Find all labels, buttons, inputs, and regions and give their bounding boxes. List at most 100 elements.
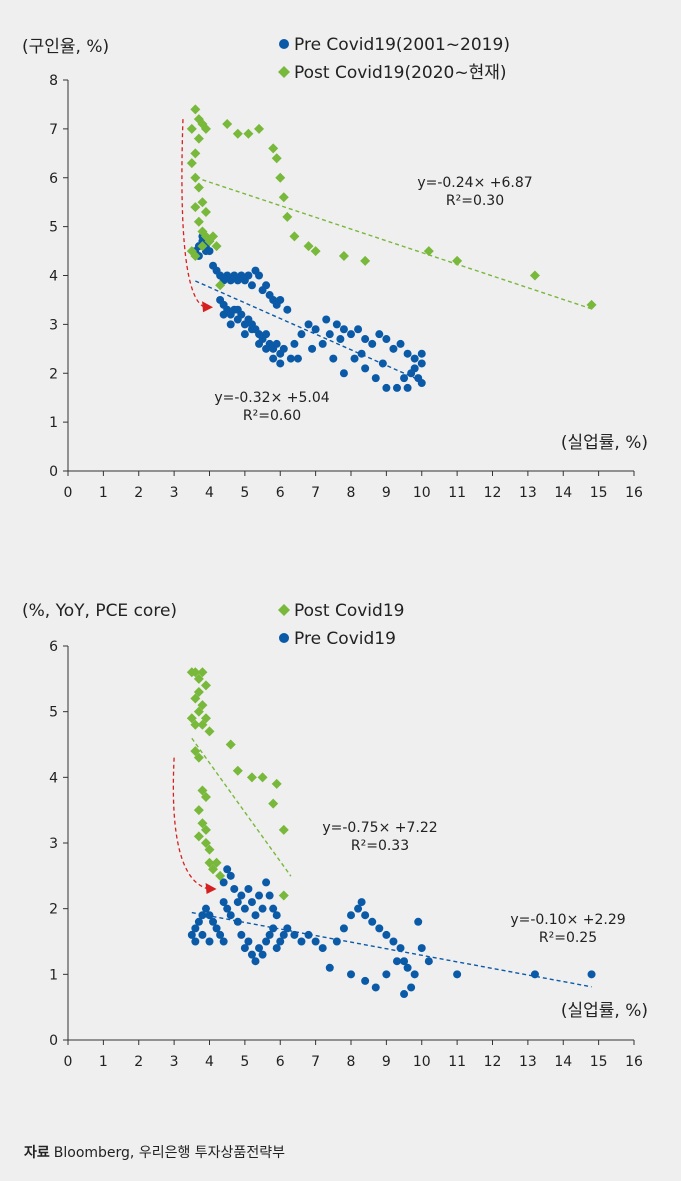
data-point-post <box>289 231 300 242</box>
data-point-pre <box>368 339 377 348</box>
y-tick-label: 0 <box>49 1033 58 1049</box>
data-point-pre <box>269 354 278 363</box>
data-point-pre <box>530 970 539 979</box>
x-tick-label: 1 <box>99 485 108 501</box>
data-point-post <box>257 772 268 783</box>
data-point-pre <box>226 871 235 880</box>
data-point-pre <box>251 957 260 966</box>
data-point-pre <box>382 383 391 392</box>
data-point-pre <box>247 950 256 959</box>
data-point-post <box>222 118 233 129</box>
data-point-pre <box>417 359 426 368</box>
data-point-pre <box>262 937 271 946</box>
data-point-pre <box>244 937 253 946</box>
data-point-pre <box>265 930 274 939</box>
data-point-pre <box>403 349 412 358</box>
data-point-pre <box>265 891 274 900</box>
x-tick-label: 16 <box>625 1054 643 1070</box>
y-tick-label: 4 <box>49 269 58 285</box>
data-point-pre <box>410 364 419 373</box>
data-point-pre <box>304 320 313 329</box>
data-point-pre <box>424 957 433 966</box>
data-point-pre <box>339 924 348 933</box>
data-point-post <box>225 739 236 750</box>
data-point-post <box>190 719 201 730</box>
y-tick-label: 0 <box>49 464 58 480</box>
data-point-post <box>197 719 208 730</box>
trend-arrow-head <box>202 301 214 313</box>
data-point-post <box>232 765 243 776</box>
data-point-pre <box>325 330 334 339</box>
data-point-pre <box>396 944 405 953</box>
data-point-pre <box>226 911 235 920</box>
source-label: 자료 <box>24 1145 50 1161</box>
data-point-pre <box>286 354 295 363</box>
data-point-pre <box>400 990 409 999</box>
data-point-post <box>204 857 215 868</box>
data-point-pre <box>336 335 345 344</box>
data-point-post <box>278 824 289 835</box>
x-tick-label: 0 <box>64 485 73 501</box>
trendline <box>195 280 423 382</box>
data-point-pre <box>262 281 271 290</box>
data-point-pre <box>233 305 242 314</box>
data-point-pre <box>276 937 285 946</box>
y-tick-label: 3 <box>49 317 58 333</box>
trendline <box>191 911 592 988</box>
data-point-pre <box>325 963 334 972</box>
data-point-pre <box>258 950 267 959</box>
data-point-pre <box>237 930 246 939</box>
data-point-post <box>215 280 226 291</box>
data-point-pre <box>255 339 264 348</box>
data-point-pre <box>400 957 409 966</box>
data-point-post <box>215 870 226 881</box>
data-point-pre <box>205 247 214 256</box>
data-point-post <box>452 255 463 266</box>
x-tick-label: 8 <box>347 485 356 501</box>
data-point-pre <box>347 330 355 339</box>
x-tick-label: 7 <box>311 485 320 501</box>
legend-label: Post Covid19 <box>294 601 404 621</box>
x-tick-label: 9 <box>382 1054 391 1070</box>
data-point-pre <box>244 884 253 893</box>
data-point-pre <box>382 930 391 939</box>
data-point-post <box>193 706 204 717</box>
data-point-post <box>232 128 243 139</box>
data-point-pre <box>311 937 320 946</box>
data-point-post <box>423 246 434 257</box>
data-point-pre <box>279 344 288 353</box>
data-point-pre <box>382 335 391 344</box>
trendline <box>191 737 292 877</box>
x-tick-label: 10 <box>413 485 431 501</box>
data-point-post <box>193 752 204 763</box>
data-point-post <box>254 123 265 134</box>
trendline-equation: y=-0.75× +7.22 <box>322 820 437 836</box>
data-point-pre <box>279 930 288 939</box>
trendline-equation: y=-0.10× +2.29 <box>510 912 625 928</box>
data-point-post <box>193 216 204 227</box>
data-point-post <box>190 250 201 261</box>
data-point-post <box>204 844 215 855</box>
x-tick-label: 15 <box>590 485 608 501</box>
data-point-post <box>190 148 201 159</box>
y-axis-label: (%, YoY, PCE core) <box>22 601 177 621</box>
y-tick-label: 5 <box>49 220 58 236</box>
data-point-pre <box>371 983 380 992</box>
trend-arrow-line <box>172 757 209 890</box>
data-point-pre <box>237 891 246 900</box>
x-tick-label: 2 <box>134 485 143 501</box>
data-point-pre <box>332 320 341 329</box>
trend-arrow-line <box>181 119 206 308</box>
data-point-pre <box>240 904 249 913</box>
data-point-post <box>193 673 204 684</box>
x-tick-label: 12 <box>484 485 502 501</box>
x-tick-label: 13 <box>519 1054 537 1070</box>
data-point-post <box>278 890 289 901</box>
legend-marker-diamond <box>278 604 290 616</box>
data-point-pre <box>361 364 370 373</box>
data-point-post <box>529 270 540 281</box>
x-tick-label: 14 <box>554 485 572 501</box>
data-point-pre <box>354 325 363 334</box>
data-point-pre <box>191 924 200 933</box>
